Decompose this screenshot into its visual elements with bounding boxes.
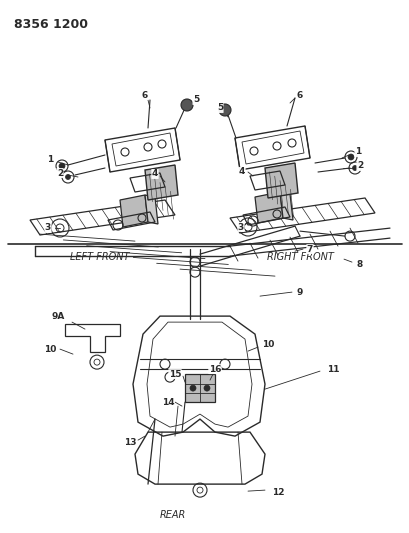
Text: LEFT FRONT: LEFT FRONT <box>70 252 129 262</box>
Circle shape <box>65 174 70 180</box>
Text: 14: 14 <box>161 398 174 407</box>
Text: 8356 1200: 8356 1200 <box>14 18 88 31</box>
Text: 6: 6 <box>142 91 148 100</box>
Circle shape <box>347 154 353 160</box>
Circle shape <box>204 385 209 391</box>
Text: 1: 1 <box>47 156 53 165</box>
Circle shape <box>180 99 193 111</box>
Text: 8: 8 <box>356 260 362 269</box>
Text: RIGHT FRONT: RIGHT FRONT <box>266 252 333 262</box>
Text: 10: 10 <box>44 345 56 353</box>
Text: 4: 4 <box>238 167 245 176</box>
Text: 5: 5 <box>192 95 199 104</box>
Text: 15: 15 <box>169 369 181 378</box>
Text: 2: 2 <box>356 161 362 171</box>
Polygon shape <box>279 192 292 220</box>
Polygon shape <box>120 195 148 227</box>
Text: 16: 16 <box>208 365 221 374</box>
Circle shape <box>352 166 357 171</box>
Text: 7: 7 <box>306 245 312 254</box>
Circle shape <box>189 385 196 391</box>
Circle shape <box>218 104 230 116</box>
Text: 3: 3 <box>237 222 243 231</box>
Text: 2: 2 <box>57 168 63 177</box>
Text: 9A: 9A <box>51 312 65 321</box>
Circle shape <box>59 163 65 169</box>
Polygon shape <box>145 195 157 224</box>
Text: 5: 5 <box>216 103 222 112</box>
Text: REAR: REAR <box>160 510 186 520</box>
Polygon shape <box>184 374 214 402</box>
Polygon shape <box>145 165 178 200</box>
Polygon shape <box>254 192 282 223</box>
Text: 4: 4 <box>151 169 158 179</box>
Text: 1: 1 <box>354 148 360 157</box>
Text: 6: 6 <box>296 91 302 100</box>
Text: 11: 11 <box>326 365 338 374</box>
Text: 9: 9 <box>296 288 302 296</box>
Text: 12: 12 <box>271 488 283 497</box>
Text: 13: 13 <box>124 438 136 447</box>
Text: 3: 3 <box>45 223 51 232</box>
Polygon shape <box>264 163 297 198</box>
Text: 10: 10 <box>261 340 274 349</box>
